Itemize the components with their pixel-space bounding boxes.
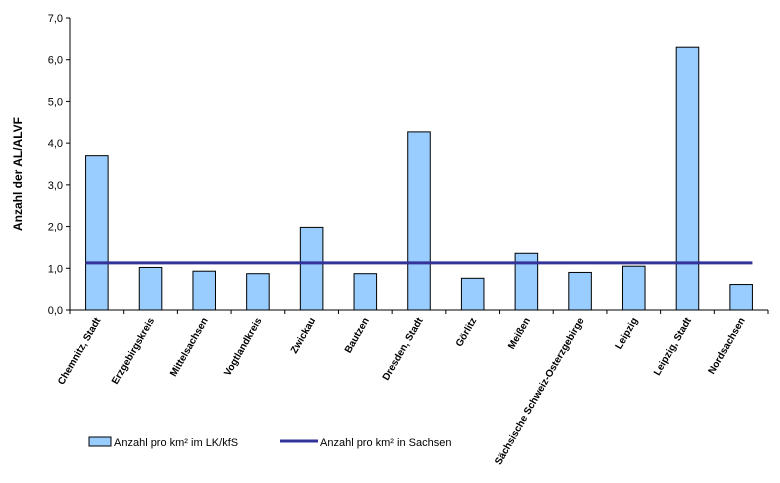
legend-bar-swatch — [88, 436, 112, 447]
category-label: Nordsachsen — [707, 316, 748, 376]
bar — [246, 273, 270, 311]
y-tick-label: 0,0 — [48, 305, 63, 317]
category-label: Dresden, Stadt — [381, 315, 426, 382]
bar — [729, 284, 753, 311]
category-label: Vogtlandkreis — [222, 316, 264, 379]
category-label: Chemnitz, Stadt — [56, 315, 104, 387]
y-tick-label: 7,0 — [48, 13, 63, 25]
y-axis-label: Anzahl der AL/ALVF — [11, 117, 25, 231]
x-ticks — [69, 310, 769, 314]
category-label: Sächsische Schweiz-Osterzgebirge — [493, 316, 587, 467]
category-label: Mittelsachsen — [168, 316, 211, 379]
bar — [138, 266, 163, 311]
bar — [192, 270, 217, 311]
y-tick-label: 5,0 — [48, 96, 63, 108]
bar — [675, 46, 700, 311]
category-label: Meißen — [506, 316, 533, 351]
y-tick-label: 6,0 — [48, 55, 63, 67]
bars-group — [85, 46, 753, 311]
category-label: Leipzig — [614, 316, 641, 351]
y-ticks: 0,0 1,0 2,0 3,0 4,0 5,0 6,0 7,0 — [48, 13, 70, 317]
bar — [407, 131, 431, 311]
category-label: Zwickau — [289, 316, 318, 356]
category-label: Leipzig, Stadt — [652, 315, 694, 377]
category-label: Görlitz — [454, 316, 479, 349]
y-tick-label: 1,0 — [48, 263, 63, 275]
legend-bar-label: Anzahl pro km² im LK/kfS — [114, 437, 238, 449]
legend-line-label: Anzahl pro km² in Sachsen — [320, 437, 451, 449]
legend: Anzahl pro km² im LK/kfS Anzahl pro km² … — [88, 436, 451, 449]
y-tick-label: 2,0 — [48, 222, 63, 234]
y-tick-label: 4,0 — [48, 138, 63, 150]
bar — [85, 155, 109, 311]
category-label: Bautzen — [343, 316, 372, 355]
y-tick-label: 3,0 — [48, 180, 63, 192]
bar — [353, 273, 378, 311]
bar — [299, 226, 324, 311]
category-label: Erzgebirgskreis — [110, 316, 157, 387]
bar — [621, 265, 646, 311]
bar — [568, 271, 592, 311]
bar — [460, 277, 485, 311]
